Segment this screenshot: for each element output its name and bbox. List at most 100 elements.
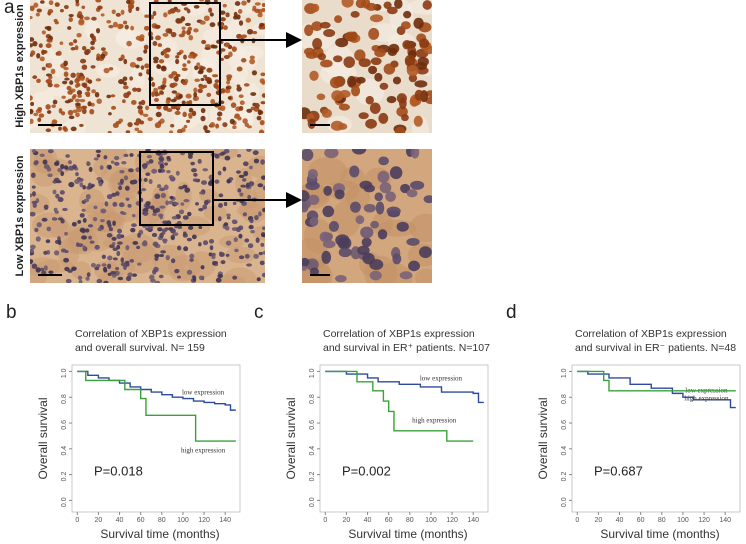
nucleus bbox=[225, 43, 230, 48]
nucleus bbox=[170, 228, 176, 234]
nucleus bbox=[181, 67, 188, 71]
nucleus bbox=[115, 12, 121, 17]
nucleus bbox=[96, 176, 103, 181]
nucleus bbox=[198, 207, 204, 212]
nucleus bbox=[33, 160, 39, 165]
nucleus bbox=[135, 167, 141, 173]
nucleus bbox=[61, 95, 66, 99]
nucleus bbox=[335, 274, 347, 283]
nucleus bbox=[188, 225, 194, 230]
y-tick-label: 0.8 bbox=[309, 394, 316, 404]
x-tick-label: 140 bbox=[219, 517, 231, 524]
nucleus bbox=[217, 274, 224, 279]
nucleus bbox=[389, 166, 403, 180]
nucleus bbox=[307, 118, 316, 129]
nucleus bbox=[233, 115, 240, 119]
nucleus bbox=[341, 0, 354, 8]
nucleus bbox=[302, 203, 309, 213]
nucleus bbox=[123, 175, 129, 181]
nucleus bbox=[143, 44, 149, 50]
nucleus bbox=[197, 158, 202, 164]
nucleus bbox=[260, 232, 265, 238]
nucleus bbox=[52, 189, 57, 195]
nucleus bbox=[40, 267, 45, 272]
micrographs bbox=[30, 0, 432, 283]
nucleus bbox=[170, 234, 175, 241]
y-tick-label: 1.0 bbox=[309, 368, 316, 378]
nucleus bbox=[30, 95, 33, 101]
nucleus bbox=[186, 8, 191, 14]
nucleus bbox=[330, 120, 344, 131]
nucleus bbox=[116, 244, 121, 250]
nucleus bbox=[168, 200, 174, 205]
nucleus bbox=[142, 210, 149, 216]
nucleus bbox=[229, 118, 235, 125]
nucleus bbox=[337, 237, 349, 250]
nucleus bbox=[157, 184, 162, 189]
nucleus bbox=[42, 49, 48, 54]
nucleus bbox=[241, 0, 247, 6]
nucleus bbox=[181, 100, 186, 105]
nucleus bbox=[217, 111, 223, 117]
nucleus bbox=[187, 154, 193, 159]
nucleus bbox=[120, 54, 125, 60]
nucleus bbox=[419, 38, 430, 49]
nucleus bbox=[116, 233, 123, 239]
nucleus bbox=[153, 87, 158, 93]
plot-frame bbox=[571, 364, 741, 513]
nucleus bbox=[178, 93, 183, 99]
nucleus bbox=[45, 128, 52, 133]
nucleus bbox=[321, 250, 332, 264]
nucleus bbox=[236, 226, 241, 233]
nucleus bbox=[196, 62, 201, 66]
tissue-texture bbox=[115, 29, 135, 47]
nucleus bbox=[178, 33, 185, 38]
nucleus bbox=[403, 10, 412, 19]
x-tick-label: 40 bbox=[116, 517, 124, 524]
nucleus bbox=[80, 105, 88, 110]
nucleus bbox=[232, 275, 238, 280]
row-label: High XBP1s expression bbox=[14, 4, 26, 128]
nucleus bbox=[67, 160, 72, 165]
nucleus bbox=[182, 184, 188, 189]
nucleus bbox=[38, 43, 43, 48]
nucleus bbox=[408, 74, 418, 83]
nucleus bbox=[137, 262, 142, 266]
curve-label: high expression bbox=[412, 416, 457, 424]
nucleus bbox=[43, 265, 48, 271]
plot-frame bbox=[319, 364, 489, 513]
nucleus bbox=[187, 26, 193, 32]
nucleus bbox=[246, 0, 251, 3]
nucleus bbox=[74, 45, 79, 51]
nucleus bbox=[137, 232, 141, 238]
nucleus bbox=[187, 211, 192, 217]
nucleus bbox=[321, 108, 332, 118]
nucleus bbox=[162, 238, 168, 244]
row-label: Low XBP1s expression bbox=[14, 155, 26, 276]
nucleus bbox=[213, 260, 219, 265]
nucleus bbox=[117, 276, 124, 281]
nucleus bbox=[217, 216, 222, 222]
nucleus bbox=[157, 227, 163, 232]
y-axis-label: Overall survival bbox=[36, 397, 50, 479]
tissue-texture bbox=[152, 185, 169, 206]
p-value: P=0.018 bbox=[94, 463, 143, 478]
nucleus bbox=[369, 14, 384, 23]
nucleus bbox=[166, 169, 171, 174]
nucleus bbox=[113, 155, 120, 161]
nucleus bbox=[193, 28, 199, 33]
x-tick-label: 0 bbox=[75, 517, 79, 524]
nucleus bbox=[195, 202, 199, 206]
nucleus bbox=[108, 112, 112, 116]
nucleus bbox=[117, 228, 123, 234]
nucleus bbox=[166, 108, 173, 113]
nucleus bbox=[199, 20, 206, 25]
nucleus bbox=[161, 65, 167, 70]
nucleus bbox=[202, 168, 209, 172]
nucleus bbox=[138, 72, 143, 77]
nucleus bbox=[236, 66, 243, 72]
x-tick-label: 140 bbox=[719, 517, 731, 524]
nucleus bbox=[103, 155, 108, 160]
nucleus bbox=[246, 108, 253, 113]
nucleus bbox=[414, 89, 424, 101]
